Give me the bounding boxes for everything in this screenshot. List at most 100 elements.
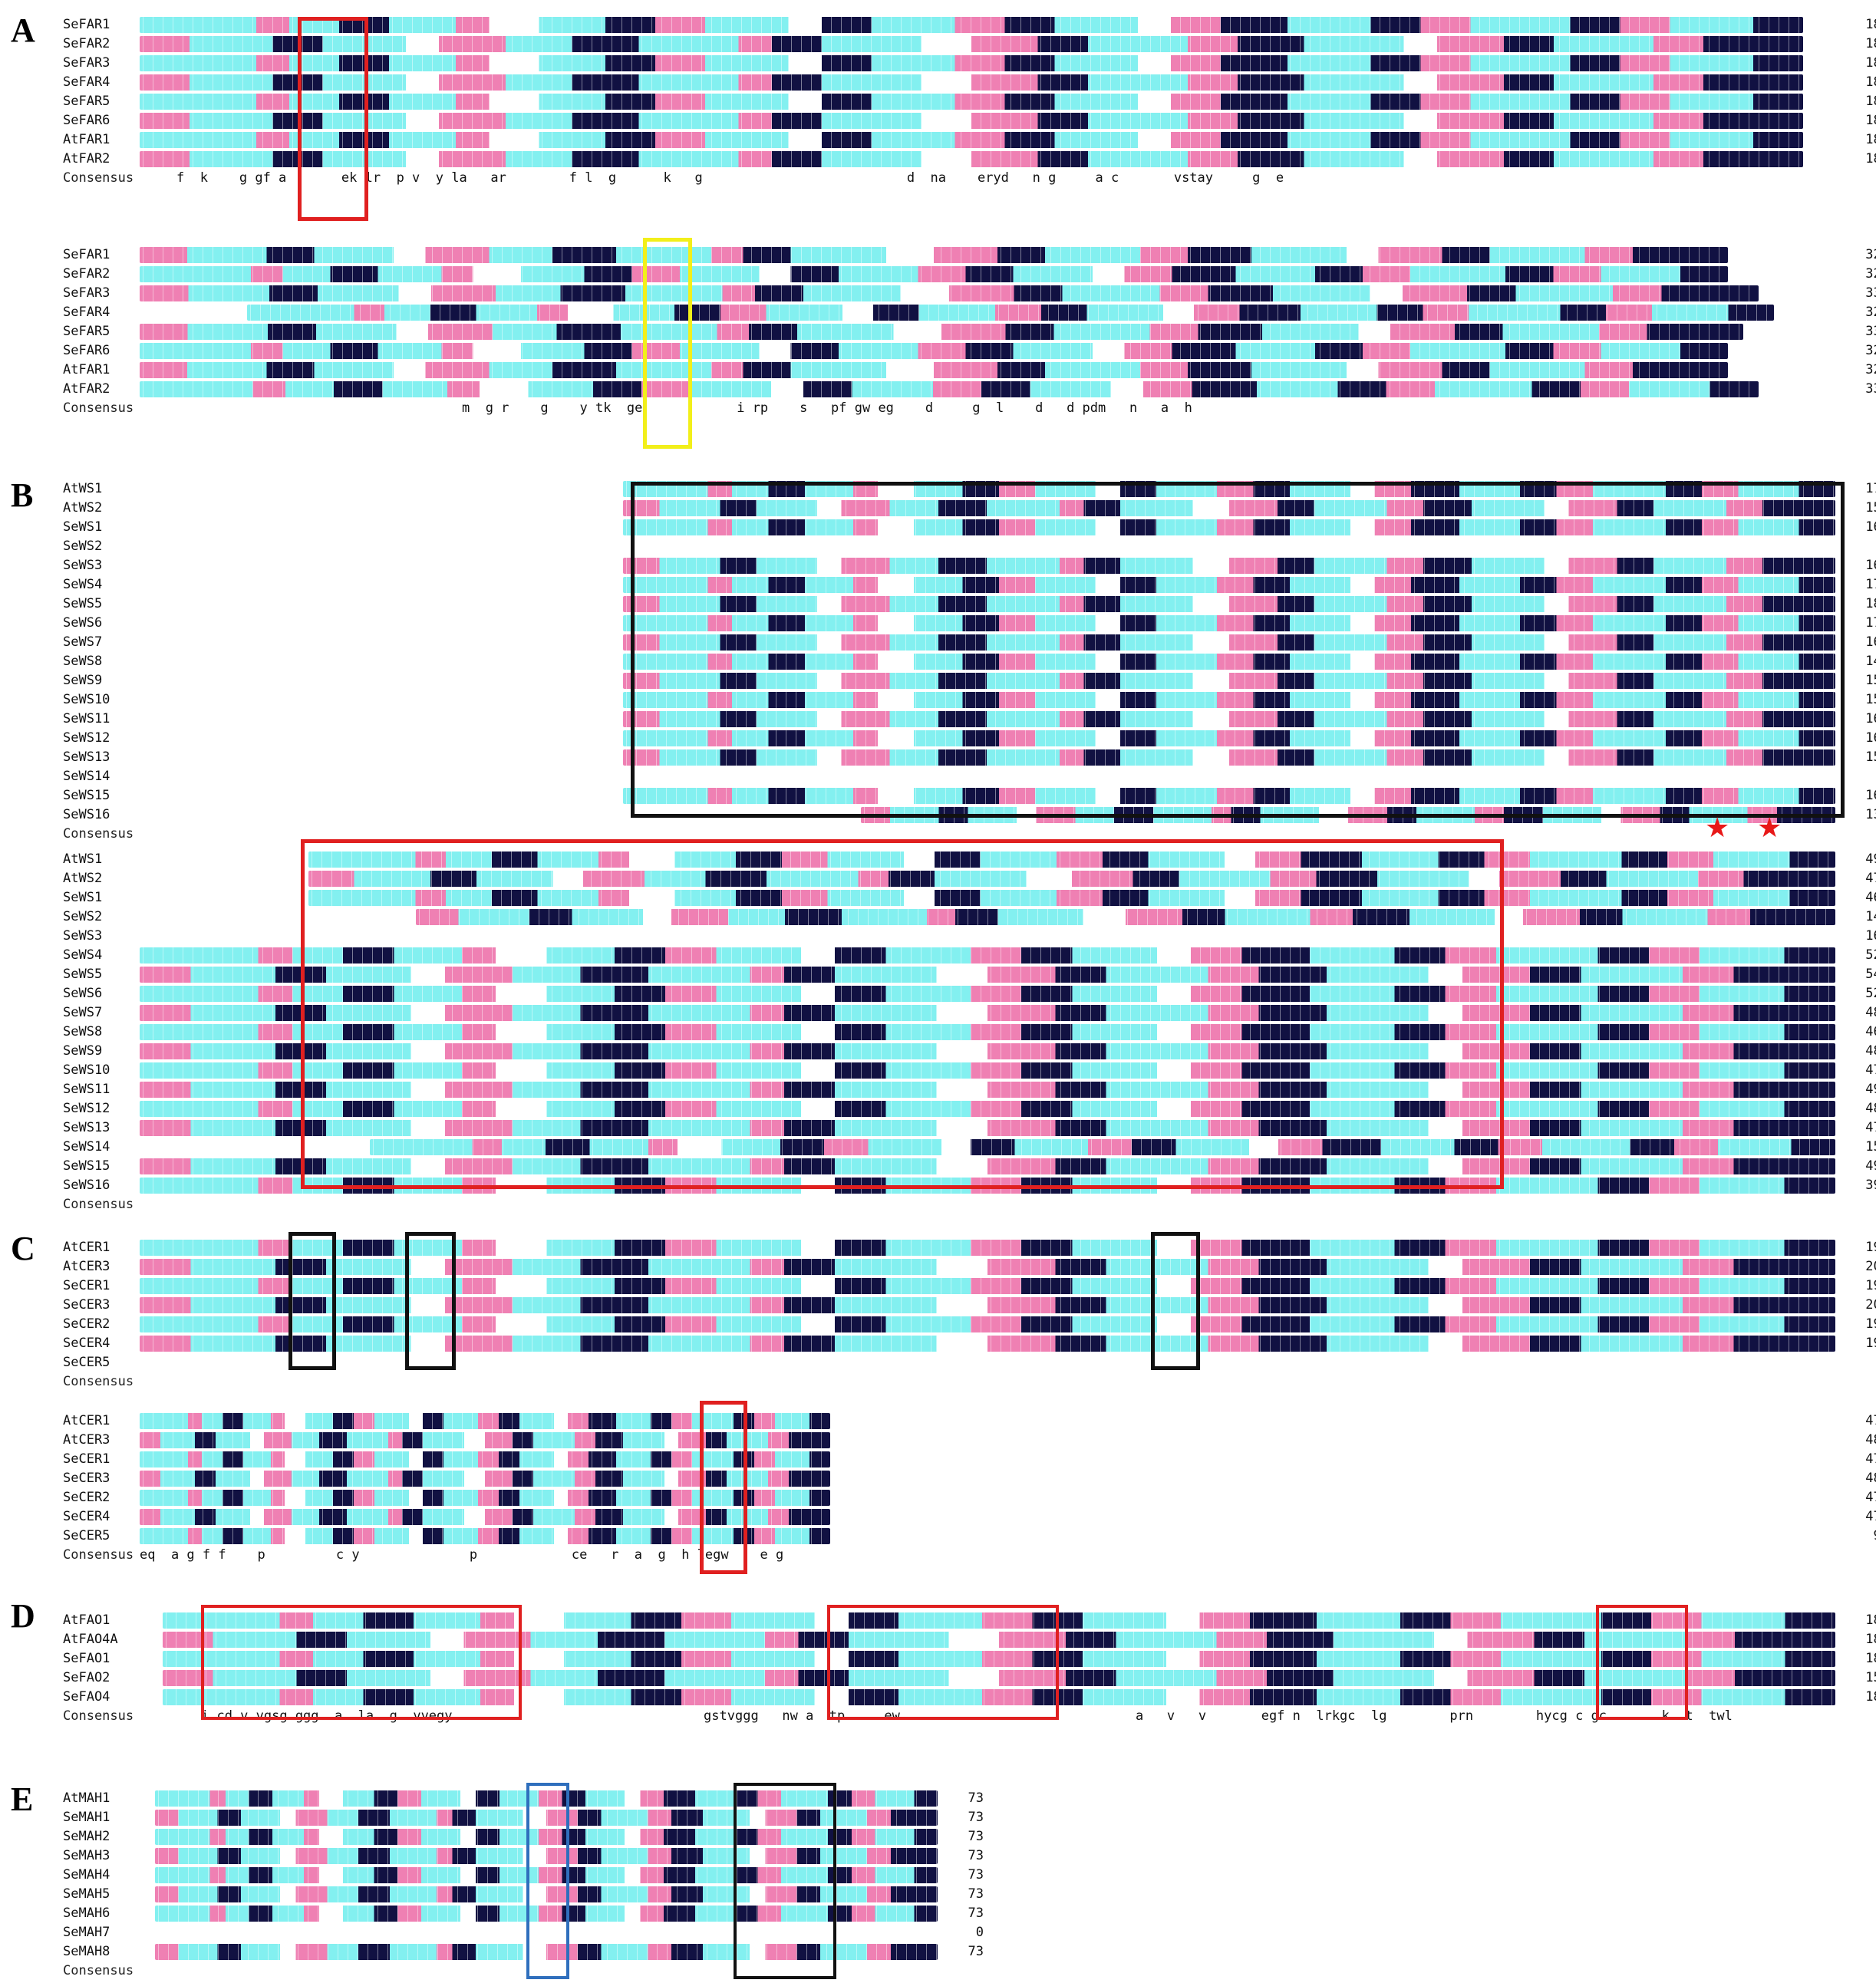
consensus-row: Consensus: [63, 826, 134, 842]
alignment-d-block: AtFAO1187 AtFAO4A188 SeFAO1187 SeFAO2155…: [63, 1611, 1876, 1726]
alignment-row: SeWS1163: [63, 519, 1876, 535]
alignment-row: SeCER2476: [63, 1490, 1876, 1506]
panel-label-a: A: [11, 12, 35, 49]
consensus-row: Consensus f k g gf a ek lr p v y la ar f …: [63, 170, 1284, 186]
alignment-row: SeWS11162: [63, 711, 1876, 727]
alignment-row: SeWS8461: [63, 1024, 1876, 1040]
alignment-row: SeFAR3331: [63, 285, 1876, 301]
motif-box-black: [405, 1232, 456, 1370]
alignment-row: SeFAR6185: [63, 113, 1876, 129]
alignment-row: SeWS20: [63, 539, 103, 554]
alignment-row: SeWS12489: [63, 1101, 1876, 1117]
alignment-row: SeMAH3 73: [63, 1848, 984, 1864]
alignment-row: SeCER4196: [63, 1336, 1876, 1352]
alignment-row: SeWS11496: [63, 1082, 1876, 1098]
alignment-row: SeWS5181: [63, 596, 1876, 612]
alignment-a-block-2: SeFAR1329 SeFAR2328 SeFAR3331 SeFAR4326 …: [63, 245, 1876, 418]
alignment-row: SeFAR4186: [63, 74, 1876, 91]
domain-box-red: [301, 839, 1504, 1189]
alignment-row: AtCER3483: [63, 1432, 1876, 1448]
alignment-row: SeWS15167: [63, 788, 1876, 804]
alignment-row: SeWS12164: [63, 730, 1876, 746]
consensus-row: Consensus m g r g y tk ge i rp s pf gw eg…: [63, 400, 1192, 416]
alignment-row: SeFAR4326: [63, 305, 1876, 321]
alignment-row: SeFAR6328: [63, 343, 1876, 359]
consensus-row: Consensus eq a g f f p c y p ce r a g h l…: [63, 1547, 784, 1563]
alignment-row: SeFAR2328: [63, 266, 1876, 282]
alignment-row: SeMAH7 0: [63, 1925, 984, 1940]
alignment-row: SeFAR3186: [63, 55, 1876, 71]
alignment-row: SeFAO2155: [63, 1670, 1876, 1686]
panel-label-e: E: [11, 1780, 34, 1818]
alignment-e-block: AtMAH1 73 SeMAH1 73 SeMAH2 73 SeMAH3 73 SeMA…: [63, 1789, 1014, 1981]
alignment-row: SeFAR2185: [63, 36, 1876, 52]
alignment-row: SeWS8146: [63, 654, 1876, 670]
alignment-row: SeWS2149: [63, 909, 1876, 925]
alignment-row: SeWS5540: [63, 967, 1876, 983]
alignment-row: SeMAH1 73: [63, 1810, 984, 1826]
alignment-row: AtWS2152: [63, 500, 1876, 516]
alignment-row: AtMAH1 73: [63, 1790, 984, 1807]
alignment-row: AtFAR1186: [63, 132, 1876, 148]
alignment-row: SeWS3162: [63, 558, 1876, 574]
alignment-c-block-1: AtCER1196 AtCER3200 SeCER1196 SeCER3200 …: [63, 1238, 1876, 1392]
alignment-a-block-1: SeFAR1186 SeFAR2185 SeFAR3186 SeFAR4186 …: [63, 15, 1876, 188]
alignment-row: SeFAO4188: [63, 1689, 1876, 1705]
alignment-row: SeCER50: [63, 1355, 110, 1370]
alignment-b-block-1: AtWS1173 AtWS2152 SeWS1163 SeWS20 SeWS31…: [63, 479, 1876, 844]
alignment-row: SeWS6521: [63, 986, 1876, 1002]
alignment-row: AtFAR2185: [63, 151, 1876, 167]
alignment-row: SeFAO1187: [63, 1651, 1876, 1667]
motif-box-black: [1151, 1232, 1200, 1370]
alignment-row: SeWS1460: [63, 890, 1876, 906]
alignment-row: AtFAO1187: [63, 1612, 1876, 1629]
alignment-row: AtCER3200: [63, 1259, 1876, 1275]
alignment-row: SeFAR5185: [63, 94, 1876, 110]
alignment-row: SeMAH2 73: [63, 1829, 984, 1845]
panel-label-c: C: [11, 1230, 35, 1267]
motif-box-blue: [526, 1783, 569, 1979]
alignment-row: SeWS10474: [63, 1062, 1876, 1079]
alignment-row: SeWS9480: [63, 1043, 1876, 1059]
consensus-row: Consensus: [63, 1374, 134, 1389]
consensus-row: Consensus i cd v vgsg ggg a la g vvegy gs…: [63, 1708, 1733, 1724]
panel-label-b: B: [11, 476, 34, 514]
alignment-row: SeCER1196: [63, 1278, 1876, 1294]
alignment-row: SeCER594: [63, 1527, 1876, 1546]
motif-box-red: [827, 1605, 1059, 1720]
alignment-row: SeCER4475: [63, 1509, 1876, 1525]
alignment-row: SeCER1475: [63, 1451, 1876, 1467]
alignment-row: SeMAH6 73: [63, 1906, 984, 1922]
alignment-row: SeMAH5 73: [63, 1886, 984, 1902]
motif-box-red: [1596, 1605, 1688, 1720]
star-marker-icon: ★: [1705, 812, 1730, 844]
alignment-row: AtWS2479: [63, 871, 1876, 887]
alignment-row: SeWS7485: [63, 1005, 1876, 1021]
alignment-row: SeWS13475: [63, 1120, 1876, 1136]
alignment-row: SeMAH4 73: [63, 1867, 984, 1883]
panel-label-d: D: [11, 1597, 35, 1635]
alignment-row: SeCER2196: [63, 1316, 1876, 1332]
consensus-row: Consensus: [63, 1197, 134, 1212]
motif-box-red: [700, 1401, 747, 1574]
motif-box-black: [734, 1783, 836, 1979]
alignment-row: SeWS9157: [63, 673, 1876, 689]
consensus-row: Consensus: [63, 1963, 134, 1978]
alignment-row: AtFAR2333: [63, 381, 1876, 397]
alignment-row: SeFAR1329: [63, 247, 1876, 263]
alignment-row: AtFAO4A188: [63, 1632, 1876, 1648]
alignment-row: AtFAR1328: [63, 362, 1876, 378]
alignment-row: SeFAR1186: [63, 17, 1876, 33]
alignment-row: SeWS15491: [63, 1158, 1876, 1174]
alignment-row: SeMAH8 73: [63, 1944, 984, 1960]
star-marker-icon: ★: [1757, 812, 1782, 844]
alignment-row: SeWS7162: [63, 634, 1876, 651]
motif-box-red: [298, 17, 368, 221]
motif-box-red: [201, 1605, 522, 1720]
alignment-row: SeWS10151: [63, 692, 1876, 708]
alignment-row: AtCER1476: [63, 1413, 1876, 1429]
domain-box-black: [631, 482, 1845, 818]
alignment-row: AtWS1499: [63, 852, 1876, 868]
alignment-row: SeCER3200: [63, 1297, 1876, 1313]
motif-box-yellow: [643, 238, 692, 449]
